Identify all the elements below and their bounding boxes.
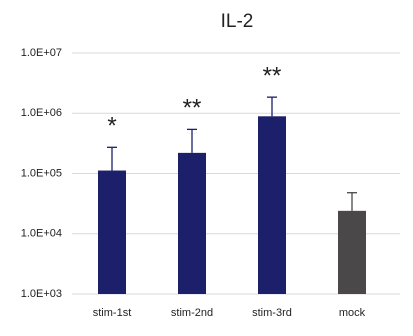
bar	[258, 116, 286, 294]
annotation: *	[107, 113, 116, 140]
annotation: **	[263, 62, 282, 89]
x-tick-label: stim-3rd	[252, 307, 292, 319]
y-tick-label: 1.0E+06	[21, 107, 62, 119]
x-tick-label: stim-1st	[93, 307, 132, 319]
chart-title: IL-2	[221, 11, 254, 32]
annotation: **	[183, 95, 202, 122]
x-tick-label: stim-2nd	[171, 307, 213, 319]
y-tick-label: 1.0E+04	[21, 228, 62, 240]
bar	[338, 210, 366, 294]
y-tick-label: 1.0E+03	[21, 288, 62, 300]
x-tick-label: mock	[339, 307, 366, 319]
bar	[98, 170, 126, 294]
y-tick-label: 1.0E+05	[21, 167, 62, 179]
y-tick-label: 1.0E+07	[21, 47, 62, 59]
bar	[178, 152, 206, 294]
